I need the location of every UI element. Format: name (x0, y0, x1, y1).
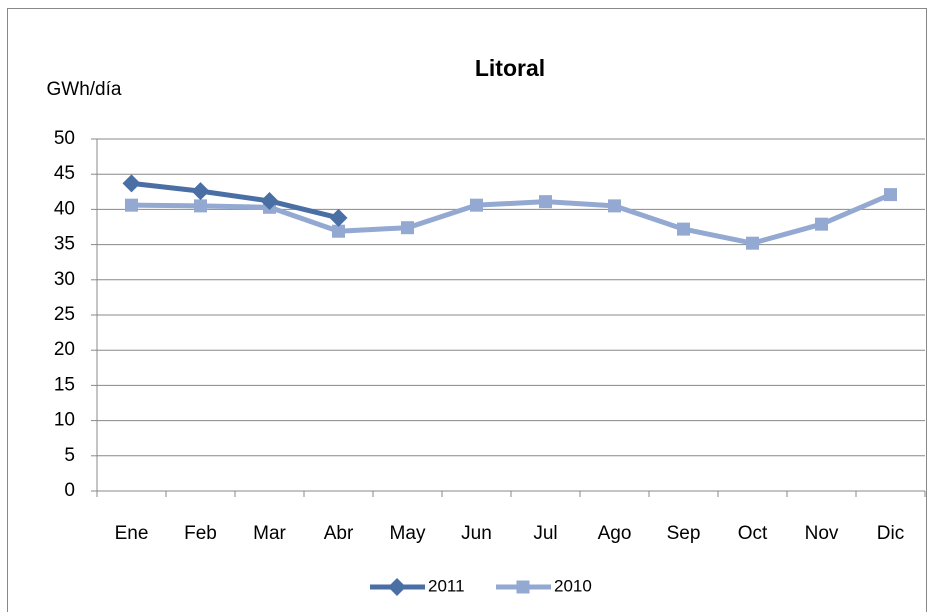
x-tick-label: May (390, 523, 426, 544)
x-tick-label: Dic (877, 523, 904, 544)
x-tick-label: Jun (461, 523, 492, 544)
marker (884, 188, 897, 202)
marker (191, 182, 210, 201)
y-tick-label: 45 (54, 163, 75, 184)
marker (401, 221, 414, 235)
chart-title: Litoral (475, 55, 545, 81)
x-tick-label: Mar (253, 523, 286, 544)
x-tick-label: Abr (324, 523, 354, 544)
legend-marker (516, 580, 530, 594)
y-tick-label: 50 (54, 128, 75, 149)
marker (746, 236, 759, 250)
series-line (131, 192, 892, 246)
x-tick-label: Ene (115, 523, 149, 544)
marker (677, 222, 690, 236)
legend-label: 2010 (554, 576, 592, 595)
chart-border (7, 8, 927, 612)
y-axis-label: GWh/día (47, 79, 122, 100)
marker (194, 199, 207, 213)
legend-label: 2011 (428, 576, 465, 595)
y-tick-label: 25 (54, 304, 75, 325)
x-tick-label: Ago (598, 523, 632, 544)
marker (332, 224, 345, 238)
y-tick-label: 0 (64, 480, 75, 501)
marker (815, 217, 828, 231)
marker (122, 174, 141, 193)
x-tick-label: Jul (533, 523, 557, 544)
marker (608, 199, 621, 213)
series-line (131, 180, 340, 221)
y-tick-label: 35 (54, 234, 75, 255)
x-tick-label: Oct (738, 523, 768, 544)
marker (125, 198, 138, 212)
marker (470, 198, 483, 212)
y-tick-label: 15 (54, 374, 75, 395)
y-tick-label: 10 (54, 410, 75, 431)
marker (260, 191, 279, 210)
marker (539, 195, 552, 209)
x-tick-label: Sep (667, 523, 701, 544)
legend-marker (388, 578, 406, 596)
x-tick-label: Feb (184, 523, 217, 544)
y-tick-label: 40 (54, 198, 75, 219)
y-tick-label: 20 (54, 339, 75, 360)
marker (329, 208, 348, 227)
y-tick-label: 30 (54, 269, 75, 290)
y-tick-label: 5 (64, 445, 75, 466)
x-tick-label: Nov (805, 523, 839, 544)
